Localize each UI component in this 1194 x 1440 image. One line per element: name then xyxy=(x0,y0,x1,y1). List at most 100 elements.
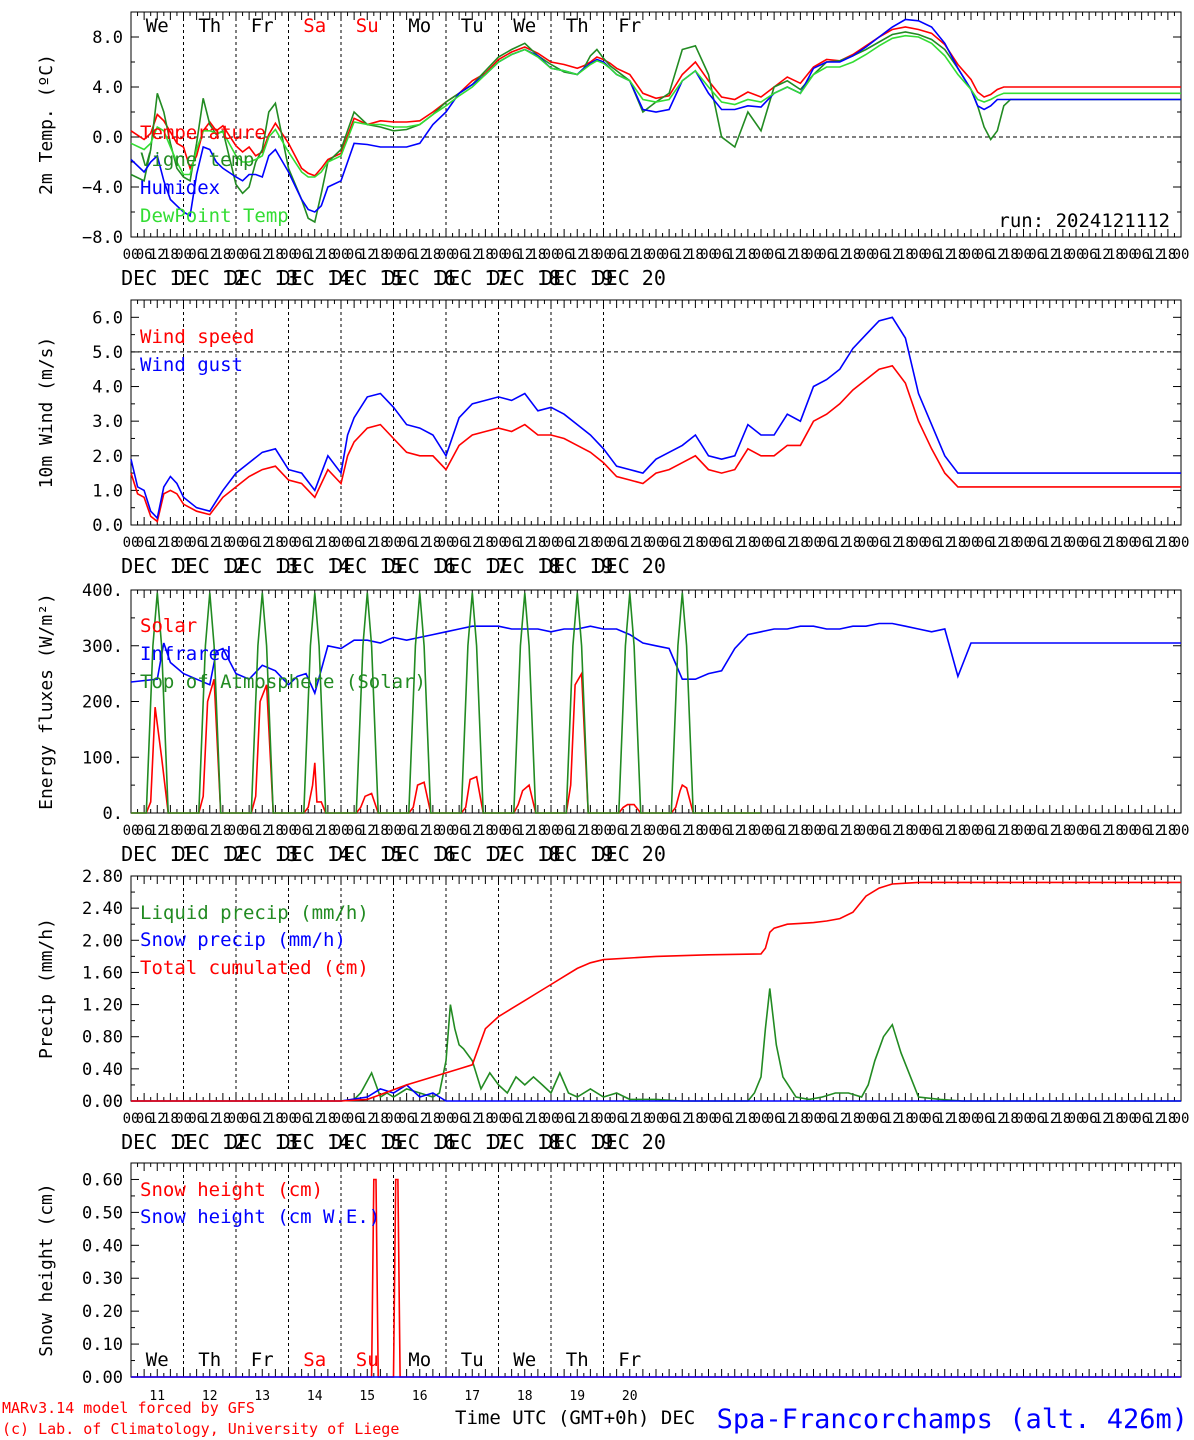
y-tick-label: −4.0 xyxy=(82,178,123,198)
hour-tick-label: 00 xyxy=(280,247,297,263)
hour-tick-label: 06 xyxy=(188,823,205,839)
date-label: DEC 14 xyxy=(279,266,351,290)
hour-tick-label: 06 xyxy=(451,247,468,263)
day-name-label: Fr xyxy=(251,15,274,37)
hour-tick-label: 06 xyxy=(556,1111,573,1127)
hour-tick-label: 06 xyxy=(556,823,573,839)
hour-tick-label: 12 xyxy=(884,535,901,551)
hour-tick-label: 06 xyxy=(1133,823,1150,839)
hour-tick-label: 12 xyxy=(201,823,218,839)
hour-tick-label: 00 xyxy=(333,1111,350,1127)
date-label: DEC 16 xyxy=(384,266,456,290)
series-line-vigne-temp xyxy=(130,31,1181,224)
hour-tick-label: 12 xyxy=(411,1111,428,1127)
date-label: DEC 14 xyxy=(279,842,351,866)
hour-tick-label: 00 xyxy=(123,535,140,551)
run-label: run: 2024121112 xyxy=(998,210,1170,232)
date-label: DEC 19 xyxy=(541,266,613,290)
hour-tick-label: 06 xyxy=(818,823,835,839)
hour-tick-label: 12 xyxy=(674,247,691,263)
hour-tick-label: 00 xyxy=(1120,247,1137,263)
legend-entry: Infrared xyxy=(140,643,232,665)
series-line-liquid-precip-mm-h- xyxy=(131,988,1181,1102)
hour-tick-label: 00 xyxy=(910,823,927,839)
hour-tick-label: 06 xyxy=(1133,1111,1150,1127)
hour-tick-label: 06 xyxy=(661,1111,678,1127)
y-tick-label: 0.10 xyxy=(82,1335,123,1355)
date-label: DEC 17 xyxy=(436,842,508,866)
hour-tick-label: 18 xyxy=(477,535,494,551)
hour-tick-label: 00 xyxy=(438,535,455,551)
hour-tick-label: 12 xyxy=(989,535,1006,551)
hour-tick-label: 12 xyxy=(726,1111,743,1127)
day-name-label: Su xyxy=(356,1349,379,1371)
y-tick-label: 5.0 xyxy=(92,343,123,363)
legend-entry: Solar xyxy=(140,615,197,637)
legend-entry: Wind gust xyxy=(140,354,243,376)
hour-tick-label: 06 xyxy=(923,247,940,263)
hour-tick-label: 00 xyxy=(333,823,350,839)
hour-tick-label: 12 xyxy=(621,247,638,263)
hour-tick-label: 18 xyxy=(1002,247,1019,263)
day-number-label: 19 xyxy=(569,1389,585,1404)
hour-tick-label: 18 xyxy=(634,247,651,263)
y-tick-label: 3.0 xyxy=(92,412,123,432)
day-name-label: Sa xyxy=(303,1349,326,1371)
hour-tick-label: 00 xyxy=(910,535,927,551)
hour-tick-label: 12 xyxy=(359,823,376,839)
hour-tick-label: 18 xyxy=(267,535,284,551)
hour-tick-label: 12 xyxy=(411,823,428,839)
date-label: DEC 11 xyxy=(121,266,193,290)
hour-tick-label: 18 xyxy=(319,1111,336,1127)
date-label: DEC 16 xyxy=(384,554,456,578)
day-name-label: Mo xyxy=(408,15,431,37)
hour-tick-label: 00 xyxy=(648,247,665,263)
hour-tick-label: 18 xyxy=(792,247,809,263)
plot-frame xyxy=(130,11,1182,238)
hour-tick-label: 00 xyxy=(963,535,980,551)
hour-tick-label: 06 xyxy=(451,823,468,839)
hour-tick-label: 00 xyxy=(438,1111,455,1127)
hour-tick-label: 06 xyxy=(241,535,258,551)
hour-tick-label: 06 xyxy=(1028,247,1045,263)
date-label: DEC 12 xyxy=(174,554,246,578)
y-tick-label: 2.0 xyxy=(92,447,123,467)
hour-tick-label: 06 xyxy=(766,823,783,839)
date-label: DEC 16 xyxy=(384,1130,456,1154)
hour-tick-label: 12 xyxy=(936,535,953,551)
hour-tick-label: 00 xyxy=(123,823,140,839)
date-label: DEC 19 xyxy=(541,554,613,578)
hour-tick-label: 18 xyxy=(634,535,651,551)
hour-tick-label: 18 xyxy=(739,823,756,839)
hour-tick-label: 00 xyxy=(963,247,980,263)
series-line-total-cumulated-cm- xyxy=(131,881,1181,1102)
hour-tick-label: 00 xyxy=(280,535,297,551)
hour-tick-label: 12 xyxy=(464,535,481,551)
y-tick-label: 1.60 xyxy=(82,963,123,983)
hour-tick-label: 06 xyxy=(293,1111,310,1127)
hour-tick-label: 18 xyxy=(424,535,441,551)
hour-tick-label: 18 xyxy=(372,535,389,551)
plot-frame xyxy=(130,589,1182,814)
date-label: DEC 15 xyxy=(331,1130,403,1154)
hour-tick-label: 06 xyxy=(871,535,888,551)
hour-tick-label: 00 xyxy=(805,247,822,263)
hour-tick-label: 00 xyxy=(963,823,980,839)
hour-tick-label: 00 xyxy=(1015,1111,1032,1127)
date-label: DEC 16 xyxy=(384,842,456,866)
hour-tick-label: 06 xyxy=(136,535,153,551)
hour-tick-label: 00 xyxy=(753,247,770,263)
hour-tick-label: 00 xyxy=(385,535,402,551)
legend-entry: Total cumulated (cm) xyxy=(140,957,369,979)
hour-tick-label: 18 xyxy=(844,1111,861,1127)
legend-entry: Vigne temp xyxy=(140,149,254,171)
hour-tick-label: 00 xyxy=(753,1111,770,1127)
hour-tick-label: 00 xyxy=(1068,535,1085,551)
hour-tick-label: 12 xyxy=(516,823,533,839)
hour-tick-label: 18 xyxy=(477,247,494,263)
hour-tick-label: 00 xyxy=(543,1111,560,1127)
hour-tick-label: 06 xyxy=(503,1111,520,1127)
hour-tick-label: 18 xyxy=(949,823,966,839)
hour-tick-label: 12 xyxy=(569,1111,586,1127)
hour-tick-label: 12 xyxy=(1041,247,1058,263)
